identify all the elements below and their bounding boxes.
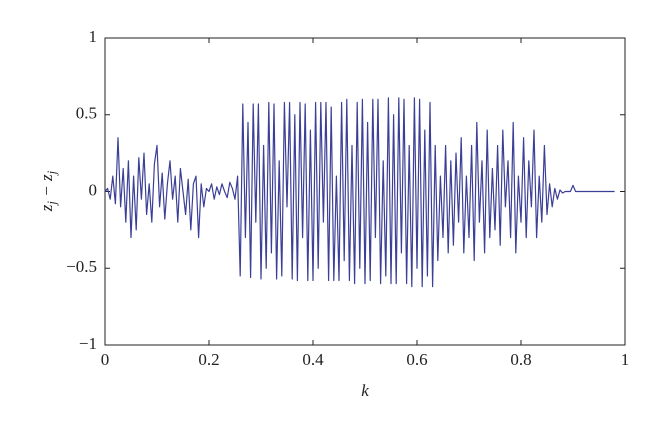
x-tick-label: 0.4 <box>302 350 324 369</box>
x-tick-label: 0 <box>101 350 110 369</box>
y-tick-label: −1 <box>79 334 97 353</box>
x-axis-label: k <box>361 381 369 400</box>
y-tick-label: −0.5 <box>66 257 97 276</box>
y-tick-label: 1 <box>89 27 98 46</box>
data-line <box>104 97 615 288</box>
y-label-part: z <box>37 204 56 212</box>
y-label-part: − z <box>37 174 56 201</box>
y-axis-label: zj − zj <box>37 170 59 212</box>
x-tick-label: 0.8 <box>510 350 531 369</box>
x-tick-label: 0.6 <box>406 350 427 369</box>
y-tick-label: 0 <box>89 180 98 199</box>
x-tick-label: 0.2 <box>198 350 219 369</box>
y-tick-label: 0.5 <box>76 104 97 123</box>
y-label-part: j <box>44 201 59 207</box>
y-label-part: j <box>44 170 59 176</box>
x-tick-label: 1 <box>621 350 630 369</box>
